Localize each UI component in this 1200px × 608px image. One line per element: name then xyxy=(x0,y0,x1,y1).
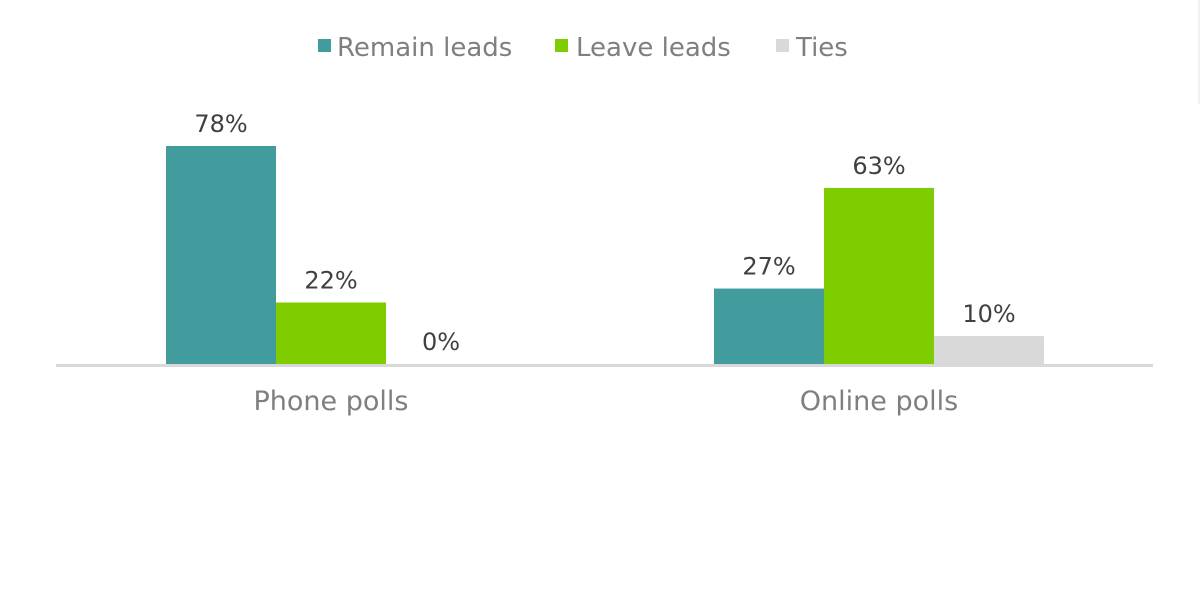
bar xyxy=(934,336,1044,364)
category-label: Online polls xyxy=(800,386,958,417)
data-label: 0% xyxy=(422,328,460,356)
data-label: 22% xyxy=(304,267,357,295)
bar xyxy=(714,288,824,364)
legend-label: Remain leads xyxy=(337,33,512,63)
data-label: 63% xyxy=(852,152,905,180)
legend-swatch xyxy=(555,39,568,52)
data-label: 78% xyxy=(194,110,247,138)
legend-swatch xyxy=(318,39,331,52)
legend-swatch xyxy=(776,39,789,52)
data-label: 27% xyxy=(742,253,795,281)
edge-divider xyxy=(1198,0,1200,104)
legend-label: Leave leads xyxy=(576,33,731,63)
category-label: Phone polls xyxy=(254,386,409,417)
legend-label: Ties xyxy=(795,33,848,63)
bar xyxy=(276,302,386,364)
data-label: 10% xyxy=(962,300,1015,328)
bar xyxy=(824,187,934,364)
bar xyxy=(166,146,276,364)
